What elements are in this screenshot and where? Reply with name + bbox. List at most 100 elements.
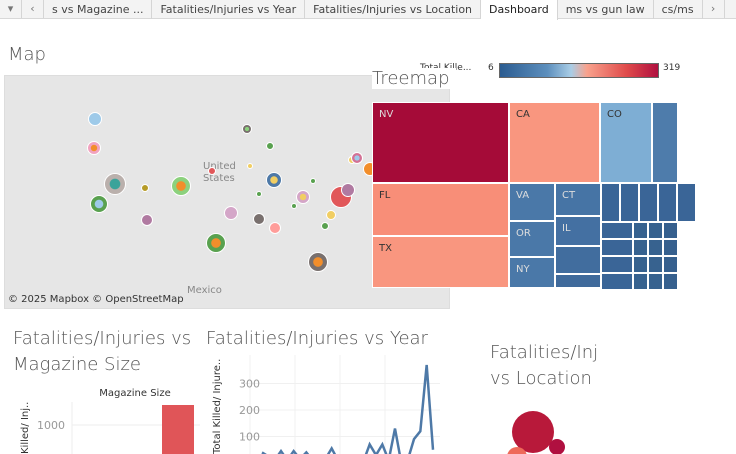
treemap-cell[interactable] — [633, 222, 648, 239]
legend-max: 319 — [663, 63, 681, 73]
tab-dashboard[interactable]: Dashboard — [481, 0, 558, 20]
magazine-header: Magazine Size — [99, 388, 170, 399]
treemap-title: Treemap — [372, 68, 456, 89]
title-line: Fatalities/Inj — [490, 342, 599, 363]
treemap-cell[interactable] — [601, 239, 633, 256]
location-title: Fatalities/Inj vs Location — [490, 340, 598, 392]
treemap-cell[interactable]: IL — [555, 216, 601, 246]
country-label: United States — [203, 161, 236, 184]
sheet-tabs: ▾ ‹ s vs Magazine ... Fatalities/Injurie… — [0, 0, 736, 20]
incident-marker[interactable] — [266, 142, 274, 150]
y-tick: 100 — [239, 431, 260, 444]
treemap-cell[interactable] — [648, 222, 663, 239]
incident-marker[interactable] — [291, 203, 297, 209]
y-tick: 1000 — [37, 419, 65, 432]
map-title: Map — [8, 44, 46, 65]
magazine-title: Fatalities/Injuries vs Magazine Size — [13, 326, 191, 378]
title-line: vs Location — [490, 368, 592, 389]
treemap-cell[interactable]: OR — [509, 221, 555, 257]
treemap-cell[interactable] — [633, 256, 648, 273]
treemap-cell[interactable]: NY — [509, 257, 555, 288]
treemap-cell[interactable] — [663, 239, 678, 256]
tab-gun-law[interactable]: ms vs gun law — [558, 0, 654, 19]
title-line: Fatalities/Injuries vs — [13, 328, 192, 349]
location-bubbles — [507, 411, 565, 454]
incident-marker[interactable] — [208, 167, 216, 175]
dropdown-triangle-icon[interactable]: ▾ — [0, 0, 22, 18]
treemap-cell[interactable] — [555, 274, 601, 288]
incident-marker[interactable] — [266, 172, 282, 188]
treemap-cell[interactable] — [601, 183, 620, 222]
bubble[interactable] — [549, 439, 565, 454]
treemap-cell[interactable] — [601, 256, 633, 273]
incident-marker[interactable] — [171, 176, 191, 196]
y-tick: 300 — [239, 378, 260, 391]
incident-marker[interactable] — [296, 190, 310, 204]
treemap-cell[interactable] — [601, 222, 633, 239]
treemap: NV CA CO FL TX VA CT OR IL NY — [372, 102, 696, 290]
treemap-cell[interactable]: NV — [372, 102, 509, 183]
incident-marker[interactable] — [269, 222, 281, 234]
y-axis-label: Total Killed/ Injure.. — [212, 359, 223, 454]
incident-marker[interactable] — [310, 178, 316, 184]
series-line[interactable] — [261, 364, 435, 454]
treemap-cell[interactable]: TX — [372, 236, 509, 288]
bubble[interactable] — [507, 447, 527, 454]
treemap-cell[interactable] — [648, 256, 663, 273]
incident-marker[interactable] — [88, 112, 102, 126]
incident-marker[interactable] — [308, 252, 328, 272]
bubble[interactable] — [512, 411, 554, 453]
tab-cs-ms[interactable]: cs/ms — [654, 0, 703, 19]
chevron-left-icon[interactable]: ‹ — [22, 0, 44, 18]
incident-marker[interactable] — [256, 191, 262, 197]
treemap-cell[interactable] — [648, 273, 663, 290]
treemap-cell[interactable]: CO — [600, 102, 652, 183]
magazine-chart: Magazine Size 1000 Killed/ Inj.. — [20, 388, 200, 454]
treemap-cell[interactable] — [663, 256, 678, 273]
incident-marker[interactable] — [90, 195, 108, 213]
treemap-cell[interactable] — [601, 273, 633, 290]
treemap-cell[interactable] — [663, 273, 678, 290]
treemap-cell[interactable]: CT — [555, 183, 601, 216]
tab-magazine[interactable]: s vs Magazine ... — [44, 0, 153, 19]
treemap-cell[interactable]: CA — [509, 102, 600, 183]
title-line: Magazine Size — [13, 354, 141, 375]
treemap-cell[interactable] — [555, 246, 601, 274]
incident-marker[interactable] — [247, 163, 253, 169]
treemap-cell[interactable] — [633, 239, 648, 256]
incident-marker[interactable] — [104, 173, 126, 195]
treemap-cell[interactable]: FL — [372, 183, 509, 236]
incident-marker[interactable] — [141, 214, 153, 226]
legend-min: 6 — [488, 63, 494, 73]
treemap-cell[interactable] — [663, 222, 678, 239]
year-chart: Total Killed/ Injure.. 0100200300 — [212, 355, 440, 454]
year-title: Fatalities/Injuries vs Year — [206, 328, 428, 349]
incident-marker[interactable] — [341, 183, 355, 197]
treemap-cell[interactable] — [648, 239, 663, 256]
incident-marker[interactable] — [321, 222, 329, 230]
y-tick: 200 — [239, 404, 260, 417]
incident-marker[interactable] — [87, 141, 101, 155]
incident-marker[interactable] — [242, 124, 252, 134]
incident-marker[interactable] — [253, 213, 265, 225]
incident-marker[interactable] — [206, 233, 226, 253]
tab-location[interactable]: Fatalities/Injuries vs Location — [305, 0, 482, 19]
tab-year[interactable]: Fatalities/Injuries vs Year — [152, 0, 306, 19]
incident-marker[interactable] — [351, 152, 363, 164]
chevron-right-icon[interactable]: › — [703, 0, 725, 18]
color-legend — [499, 63, 659, 78]
treemap-cell[interactable] — [677, 183, 696, 222]
mexico-label: Mexico — [187, 285, 222, 296]
incident-marker[interactable] — [141, 184, 149, 192]
treemap-cell[interactable]: VA — [509, 183, 555, 221]
map-attribution[interactable]: © 2025 Mapbox © OpenStreetMap — [8, 294, 184, 305]
treemap-cell[interactable] — [639, 183, 658, 222]
treemap-cell[interactable] — [658, 183, 677, 222]
y-axis-label: Killed/ Inj.. — [20, 402, 31, 454]
incident-marker[interactable] — [326, 210, 336, 220]
bar[interactable] — [162, 405, 194, 454]
treemap-cell[interactable] — [633, 273, 648, 290]
treemap-cell[interactable] — [652, 102, 678, 183]
incident-marker[interactable] — [224, 206, 238, 220]
treemap-cell[interactable] — [620, 183, 639, 222]
